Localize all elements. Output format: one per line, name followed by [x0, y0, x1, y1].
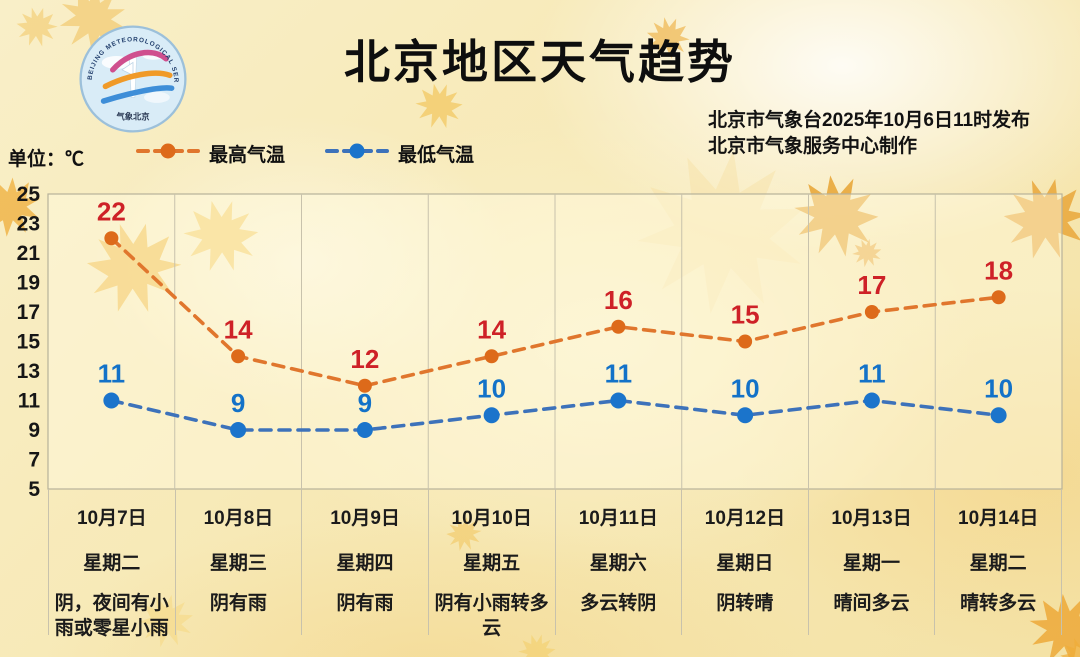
legend-item-low: 最低气温 [325, 140, 474, 167]
day-weather: 晴间多云 [833, 593, 910, 614]
day-date: 10月12日 [704, 508, 786, 529]
high-temp-point [484, 349, 499, 364]
day-weekday: 星期五 [463, 553, 521, 574]
y-axis-tick: 7 [28, 449, 40, 472]
day-date: 10月14日 [958, 508, 1039, 529]
unit-label: 单位：℃ [8, 149, 85, 170]
day-weather: 阴有雨 [336, 593, 394, 614]
day-weather: 阴有小雨转多云 [434, 593, 549, 640]
y-axis-tick: 25 [17, 183, 41, 206]
low-temp-point [103, 392, 120, 409]
legend-label-high: 最高气温 [209, 145, 286, 166]
day-column: 10月10日 星期五阴有小雨转多云 [429, 489, 556, 639]
high-temp-value-label: 16 [604, 285, 633, 315]
high-temp-value-label: 12 [350, 344, 379, 374]
high-temp-value-label: 14 [224, 314, 253, 344]
y-axis-tick: 23 [17, 213, 40, 236]
high-temp-point [357, 378, 372, 393]
day-weather: 阴转晴 [716, 593, 774, 614]
day-column: 10月9日星期四阴有雨 [302, 489, 429, 635]
publish-line-2: 北京市气象服务中心制作 [708, 136, 918, 157]
low-temp-value-label: 10 [477, 373, 506, 403]
day-weather: 晴转多云 [960, 593, 1037, 614]
high-temp-point [104, 231, 119, 246]
legend-label-low: 最低气温 [398, 145, 475, 166]
high-temp-value-label: 14 [477, 314, 506, 344]
high-temp-point [991, 290, 1006, 305]
day-weekday: 星期一 [843, 553, 901, 574]
high-temp-value-label: 18 [984, 255, 1013, 285]
y-axis-tick: 21 [17, 242, 41, 265]
low-temp-line [109, 398, 1001, 432]
high-temp-value-label: 17 [857, 270, 886, 300]
high-temp-legend-swatch-icon [136, 142, 200, 166]
day-date: 10月13日 [831, 508, 912, 529]
day-weather: 阴，夜间有小雨或零星小雨 [54, 593, 169, 640]
y-axis-tick: 9 [28, 419, 40, 442]
low-temp-value-label: 11 [98, 359, 126, 389]
day-column: 10月14日 星期二晴转多云 [935, 489, 1062, 635]
day-weather: 阴有雨 [209, 593, 267, 614]
publish-line-1: 北京市气象台2025年10月6日11时发布 [708, 110, 1031, 131]
day-column: 10月13日 星期一晴间多云 [809, 489, 936, 635]
low-temp-value-label: 9 [358, 388, 372, 418]
low-temp-point [737, 407, 754, 424]
day-column: 10月8日星期三阴有雨 [176, 489, 303, 635]
day-weekday: 星期日 [716, 553, 774, 574]
high-temp-point [738, 334, 753, 349]
low-temp-point [483, 407, 500, 424]
low-temp-point [990, 407, 1007, 424]
day-date: 10月7日 [76, 508, 147, 529]
day-date: 10月10日 [451, 508, 532, 529]
day-date: 10月11日 [578, 508, 658, 529]
day-weekday: 星期三 [209, 553, 267, 574]
day-column: 10月7日星期二阴，夜间有小雨或零星小雨 [48, 489, 176, 639]
low-temp-legend-swatch-icon [325, 142, 390, 166]
day-weather: 多云转阴 [580, 593, 657, 614]
page-title: 北京地区天气趋势 [344, 36, 736, 88]
low-temp-value-label: 10 [731, 373, 760, 403]
publish-info: 北京市气象台2025年10月6日11时发布 北京市气象服务中心制作 [708, 108, 1030, 160]
day-weekday: 星期二 [969, 553, 1027, 574]
y-axis-tick: 5 [28, 478, 40, 501]
day-weekday: 星期二 [83, 553, 141, 574]
day-date: 10月9日 [330, 508, 400, 529]
day-date: 10月8日 [203, 508, 274, 529]
high-temp-line [109, 236, 1001, 388]
high-temp-value-label: 15 [731, 300, 760, 330]
low-temp-point [230, 422, 247, 438]
low-temp-point [356, 422, 373, 438]
high-temp-point [864, 305, 879, 319]
low-temp-value-label: 11 [605, 359, 633, 389]
low-temp-point [863, 392, 880, 409]
day-weekday: 星期四 [336, 553, 394, 574]
low-temp-value-label: 9 [231, 388, 245, 418]
low-temp-point [610, 392, 627, 409]
day-column: 10月12日 星期日阴转晴 [682, 489, 809, 635]
y-axis-tick: 15 [17, 331, 41, 354]
low-temp-value-label: 10 [984, 373, 1013, 403]
day-column: 10月11日 星期六多云转阴 [556, 489, 683, 635]
y-axis-tick: 17 [17, 301, 40, 324]
low-temp-value-label: 11 [858, 359, 886, 389]
logo-bottom-text: 气象北京 [115, 111, 149, 121]
y-axis-tick: 19 [17, 272, 40, 295]
day-weekday: 星期六 [589, 553, 647, 574]
legend-item-high: 最高气温 [136, 140, 285, 167]
beijing-meteorological-service-logo: BEIJING METEOROLOGICAL SERVICE 气象北京 [76, 22, 187, 133]
y-axis-tick: 13 [17, 360, 40, 383]
high-temp-point [611, 319, 626, 334]
high-temp-point [231, 349, 246, 364]
high-temp-value-label: 22 [97, 196, 126, 226]
y-axis-tick: 11 [18, 390, 41, 413]
chart-legend: 最高气温 最低气温 [136, 140, 474, 167]
date-weather-table: 10月7日 星期二 阴，夜间有小雨或零星小雨 10月8日 星期三 阴有雨 10月9日 星期四阴… [48, 489, 1062, 639]
